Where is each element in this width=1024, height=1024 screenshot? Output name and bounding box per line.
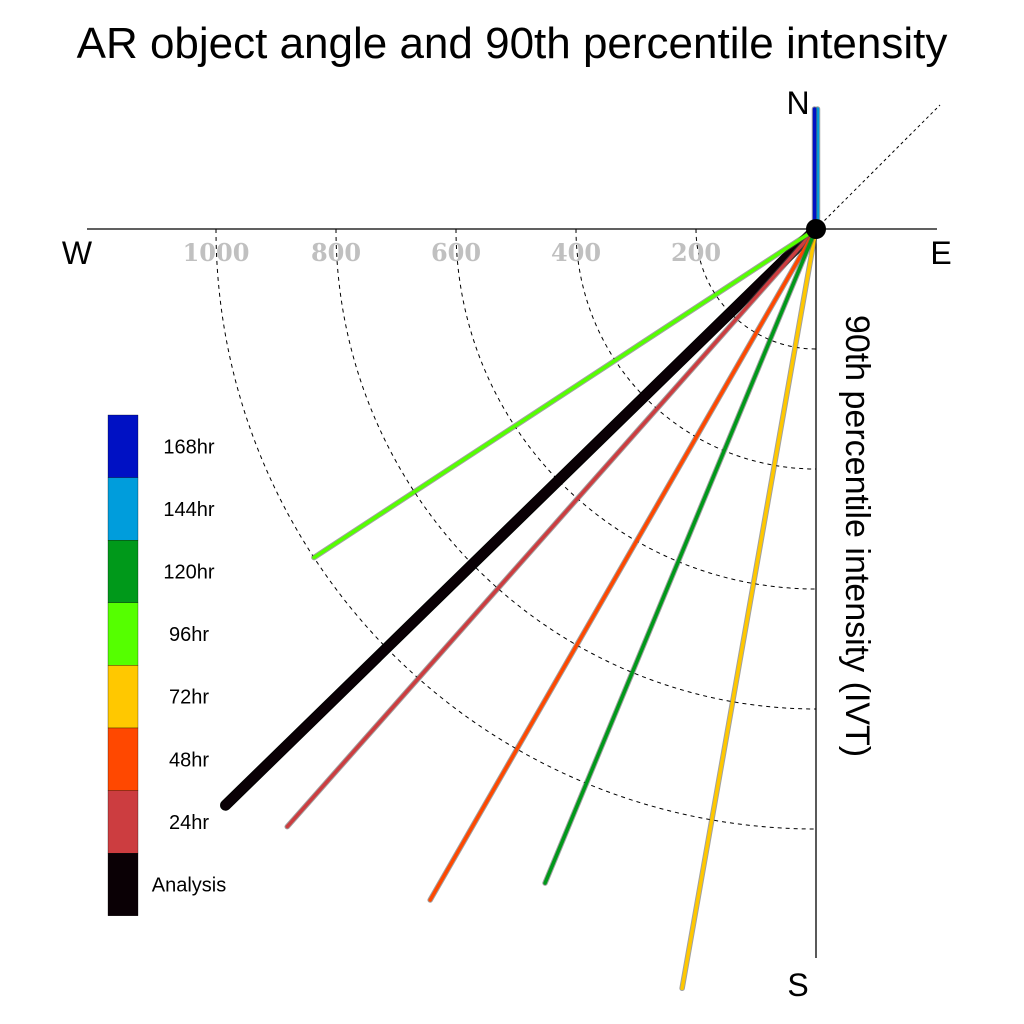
vector-96hr — [311, 226, 819, 561]
legend-swatch — [107, 665, 139, 729]
range-ring — [335, 228, 817, 710]
legend-label: 72hr — [169, 687, 209, 709]
range-ring — [575, 228, 817, 470]
legend: 168hr 144hr 120hr 96hr 72hr 48hr 24hr Analysis — [107, 414, 226, 916]
vector-line — [680, 227, 818, 991]
radial-tick-label: 800 — [311, 238, 361, 267]
compass-south: S — [787, 967, 808, 1003]
legend-label: 24hr — [169, 812, 209, 834]
diagonal-guide — [815, 104, 941, 230]
legend-label: 96hr — [169, 624, 209, 646]
vector-line — [428, 227, 818, 902]
legend-swatch — [107, 602, 139, 666]
radial-tick-label: 200 — [671, 238, 721, 267]
legend-swatch — [107, 853, 139, 916]
vector-line — [543, 227, 818, 885]
vector-line — [285, 227, 818, 829]
compass-west: W — [62, 235, 93, 271]
vector-72hr — [679, 226, 819, 992]
vector-48hr — [427, 226, 819, 903]
range-ring — [695, 228, 817, 350]
legend-swatch — [107, 790, 139, 854]
origin-marker — [806, 219, 826, 239]
radial-tick-label: 1000 — [183, 238, 250, 267]
legend-label: 120hr — [163, 562, 214, 584]
legend-label: 48hr — [169, 749, 209, 771]
legend-label: 168hr — [163, 436, 214, 458]
vector-120hr — [542, 226, 819, 886]
legend-swatch — [107, 414, 139, 478]
vector-line — [221, 224, 821, 810]
compass-east: E — [930, 235, 951, 271]
radial-tick-labels: 200 400 600 800 1000 — [183, 238, 721, 267]
y-axis-label: 90th percentile intensity (IVT) — [838, 315, 876, 757]
radial-tick-label: 600 — [431, 238, 481, 267]
legend-label: 144hr — [163, 499, 214, 521]
legend-swatch — [107, 540, 139, 603]
compass-north: N — [786, 85, 809, 121]
chart-title: AR object angle and 90th percentile inte… — [77, 19, 948, 68]
vector-24hr — [284, 226, 819, 830]
legend-swatch — [107, 477, 139, 541]
legend-swatch — [107, 727, 139, 791]
radial-tick-label: 400 — [551, 238, 601, 267]
legend-label: Analysis — [152, 875, 226, 897]
vector-layer — [220, 106, 822, 992]
vector-line — [312, 227, 818, 560]
vector-analysis — [220, 223, 822, 811]
